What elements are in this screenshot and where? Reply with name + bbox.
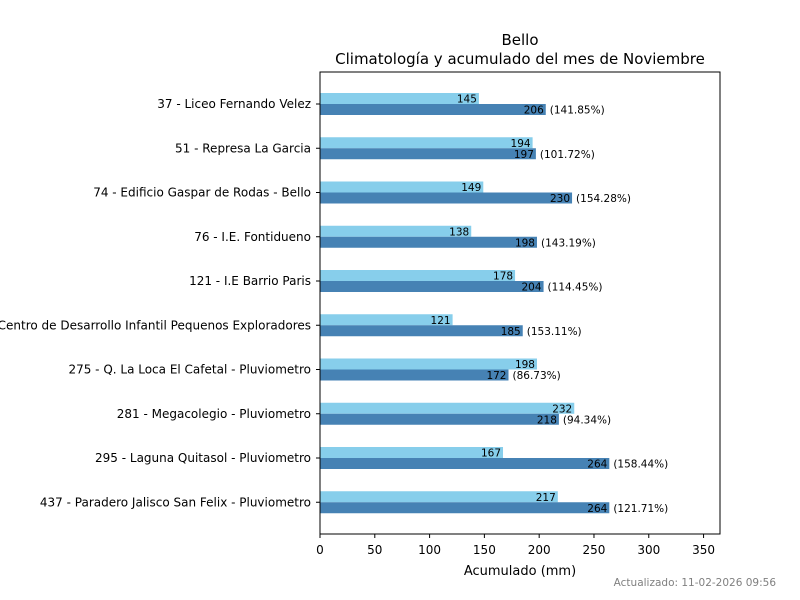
category-label: 275 - Q. La Loca El Cafetal - Pluviometr… xyxy=(68,363,311,377)
category-label: 295 - Laguna Quitasol - Pluviometro xyxy=(95,451,311,465)
x-axis-label: Acumulado (mm) xyxy=(464,564,576,579)
category-label: 121 - I.E Barrio Paris xyxy=(189,274,311,288)
bars-group xyxy=(320,93,610,514)
bar xyxy=(320,181,484,193)
bar-value-label: 178 xyxy=(493,271,513,283)
bar-value-label: 204 xyxy=(522,282,542,294)
bar xyxy=(320,458,610,469)
percent-label: (153.11%) xyxy=(527,326,582,338)
x-tick-label: 100 xyxy=(418,543,441,557)
bar xyxy=(320,502,610,514)
x-tick-label: 150 xyxy=(473,543,496,557)
category-label: 437 - Paradero Jalisco San Felix - Pluvi… xyxy=(40,495,311,509)
x-tick-label: 350 xyxy=(692,543,715,557)
percent-label: (101.72%) xyxy=(540,149,595,161)
category-label: 74 - Edificio Gaspar de Rodas - Bello xyxy=(93,186,311,200)
bar-value-label: 172 xyxy=(486,370,506,382)
chart-subtitle: Climatología y acumulado del mes de Novi… xyxy=(335,50,705,68)
bar-value-label: 138 xyxy=(449,226,469,238)
bar-value-label: 121 xyxy=(431,315,451,327)
bar-value-label: 185 xyxy=(501,326,521,338)
category-labels: 37 - Liceo Fernando Velez 51 - Represa La… xyxy=(0,97,320,509)
bar-value-label: 230 xyxy=(550,193,570,205)
bar-value-label: 145 xyxy=(457,94,477,106)
bar xyxy=(320,148,536,160)
x-tick-label: 200 xyxy=(528,543,551,557)
bar-value-label: 198 xyxy=(515,359,535,371)
bar xyxy=(320,281,544,292)
bar xyxy=(320,192,573,204)
bar-value-label: 149 xyxy=(461,182,481,194)
bar-value-label: 194 xyxy=(511,138,531,150)
bar xyxy=(320,225,472,237)
percent-label: (141.85%) xyxy=(550,105,605,117)
bar xyxy=(320,314,453,326)
percent-label: (94.34%) xyxy=(563,414,611,426)
bar-value-label: 232 xyxy=(552,403,572,415)
bar xyxy=(320,491,558,503)
bar xyxy=(320,270,516,281)
bar xyxy=(320,137,533,149)
x-tick-label: 0 xyxy=(316,543,324,557)
plot-frame xyxy=(319,71,721,535)
percent-label: (121.71%) xyxy=(613,503,668,515)
bar xyxy=(320,236,537,248)
category-label: 164 - Centro de Desarrollo Infantil Pequ… xyxy=(0,318,311,332)
bar xyxy=(320,104,546,115)
bar xyxy=(320,413,559,425)
percent-label: (158.44%) xyxy=(613,459,668,471)
category-label: 37 - Liceo Fernando Velez xyxy=(157,97,311,111)
updated-timestamp: Actualizado: 11-02-2026 09:56 xyxy=(614,577,777,589)
category-label: 51 - Represa La Garcia xyxy=(175,141,311,155)
bar-value-label: 167 xyxy=(481,448,501,460)
chart-title: Bello xyxy=(501,31,538,49)
percent-label: (154.28%) xyxy=(576,193,631,205)
percent-label: (86.73%) xyxy=(512,370,560,382)
category-label: 76 - I.E. Fontidueno xyxy=(194,230,311,244)
bar xyxy=(320,447,504,458)
x-tick-label: 50 xyxy=(367,543,382,557)
bar-value-label: 218 xyxy=(537,414,557,426)
bar xyxy=(320,358,537,370)
bar-value-label: 217 xyxy=(536,492,556,504)
x-tick-label: 250 xyxy=(583,543,606,557)
percent-label: (143.19%) xyxy=(541,237,596,249)
bar-value-label: 206 xyxy=(524,105,544,117)
category-label: 281 - Megacolegio - Pluviometro xyxy=(117,407,311,421)
percent-label: (114.45%) xyxy=(548,282,603,294)
x-axis-ticks: 0 50 100 150 200 250 300 350 xyxy=(316,534,715,557)
bar xyxy=(320,93,479,104)
x-tick-label: 300 xyxy=(637,543,660,557)
bar xyxy=(320,369,509,381)
bar xyxy=(320,402,575,414)
bar-value-label: 197 xyxy=(514,149,534,161)
bar-value-label: 264 xyxy=(587,459,607,471)
bar-value-label: 264 xyxy=(587,503,607,515)
bar xyxy=(320,325,523,337)
bar-value-label: 198 xyxy=(515,237,535,249)
